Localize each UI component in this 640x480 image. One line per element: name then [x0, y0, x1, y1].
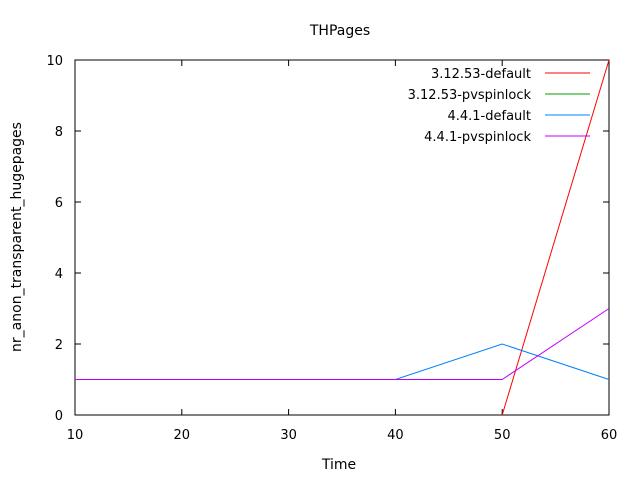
legend: 3.12.53-default 3.12.53-pvspinlock 4.4.1-d… — [408, 67, 590, 145]
legend-label: 3.12.53-pvspinlock — [408, 88, 532, 103]
plot-frame — [74, 59, 610, 416]
y-axis-label: nr_anon_transparent_hugepages — [9, 122, 25, 352]
x-tick-label: 60 — [601, 428, 618, 443]
y-tick-label: 6 — [55, 196, 63, 211]
x-tick-label: 10 — [67, 428, 84, 443]
legend-label: 4.4.1-pvspinlock — [424, 130, 531, 145]
x-tick-label: 20 — [174, 428, 191, 443]
legend-label: 3.12.53-default — [431, 67, 531, 82]
x-tick-label: 40 — [387, 428, 404, 443]
x-tick-label: 30 — [280, 428, 297, 443]
series-line-0 — [501, 59, 610, 416]
y-tick-label: 0 — [55, 409, 63, 424]
y-tick-label: 2 — [55, 338, 63, 353]
axis-ticks: 10 20 30 40 50 60 0 2 4 6 8 10 — [46, 54, 617, 443]
legend-label: 4.4.1-default — [447, 109, 531, 124]
series-lines — [75, 59, 610, 416]
y-tick-label: 8 — [55, 125, 63, 140]
y-tick-label: 10 — [46, 54, 63, 69]
chart-title: THPages — [309, 23, 370, 39]
y-tick-label: 4 — [55, 267, 63, 282]
x-axis-label: Time — [321, 457, 356, 473]
series-line-3 — [75, 308, 610, 380]
x-tick-label: 50 — [494, 428, 511, 443]
